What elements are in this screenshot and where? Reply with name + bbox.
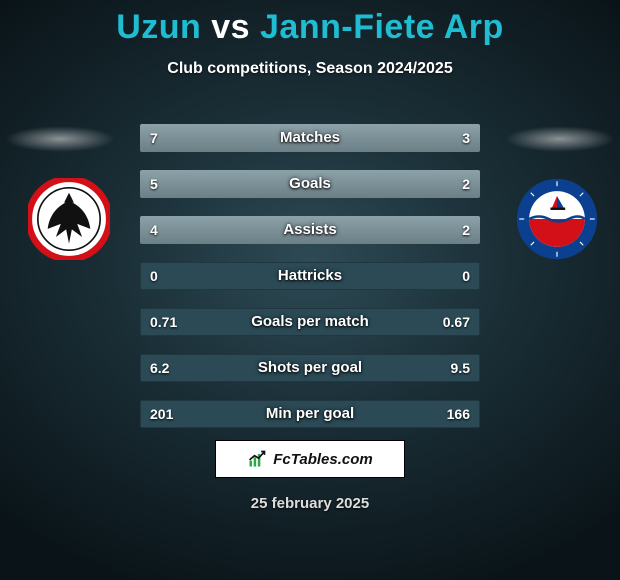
stat-value-right: 0.67 bbox=[443, 308, 470, 336]
crest-shadow-left bbox=[5, 126, 115, 152]
stat-value-right: 166 bbox=[447, 400, 470, 428]
stat-row: 52Goals bbox=[140, 170, 480, 198]
stat-value-right: 9.5 bbox=[451, 354, 470, 382]
stat-label: Min per goal bbox=[140, 400, 480, 428]
holstein-kiel-crest-icon bbox=[516, 178, 598, 260]
stat-value-left: 6.2 bbox=[150, 354, 169, 382]
comparison-title: Uzun vs Jann-Fiete Arp bbox=[0, 8, 620, 47]
stat-row: 0 0Hattricks bbox=[140, 262, 480, 290]
crest-shadow-right bbox=[505, 126, 615, 152]
stat-value-right: 0 bbox=[462, 262, 470, 290]
club-crest-right bbox=[516, 178, 598, 260]
stat-fill-right bbox=[368, 216, 480, 244]
stat-fill-right bbox=[378, 124, 480, 152]
date-text: 25 february 2025 bbox=[0, 495, 620, 512]
eintracht-crest-icon bbox=[28, 178, 110, 260]
stat-row: 201 166Min per goal bbox=[140, 400, 480, 428]
vs-text: vs bbox=[211, 8, 250, 46]
stat-row: 73Matches bbox=[140, 124, 480, 152]
stat-label: Shots per goal bbox=[140, 354, 480, 382]
subtitle: Club competitions, Season 2024/2025 bbox=[0, 60, 620, 78]
stat-label: Goals per match bbox=[140, 308, 480, 336]
stat-row: 42Assists bbox=[140, 216, 480, 244]
player1-name: Uzun bbox=[116, 8, 201, 46]
footer-brand-text: FcTables.com bbox=[273, 451, 372, 468]
stat-row: 6.2 9.5Shots per goal bbox=[140, 354, 480, 382]
stat-bars: 73Matches 52Goals 42Assists 0 0Hattricks 0.71… bbox=[140, 124, 480, 428]
stat-value-left: 0.71 bbox=[150, 308, 177, 336]
stat-fill-right bbox=[381, 170, 480, 198]
fctables-logo-icon bbox=[247, 449, 267, 469]
stat-fill-left bbox=[140, 170, 381, 198]
club-crest-left bbox=[28, 178, 110, 260]
stat-row: 0.71 0.67Goals per match bbox=[140, 308, 480, 336]
stat-fill-left bbox=[140, 216, 368, 244]
stat-value-left: 0 bbox=[150, 262, 158, 290]
stat-label: Hattricks bbox=[140, 262, 480, 290]
player2-name: Jann-Fiete Arp bbox=[260, 8, 504, 46]
footer-brand-box: FcTables.com bbox=[215, 440, 405, 478]
stat-fill-left bbox=[140, 124, 378, 152]
stat-value-left: 201 bbox=[150, 400, 173, 428]
